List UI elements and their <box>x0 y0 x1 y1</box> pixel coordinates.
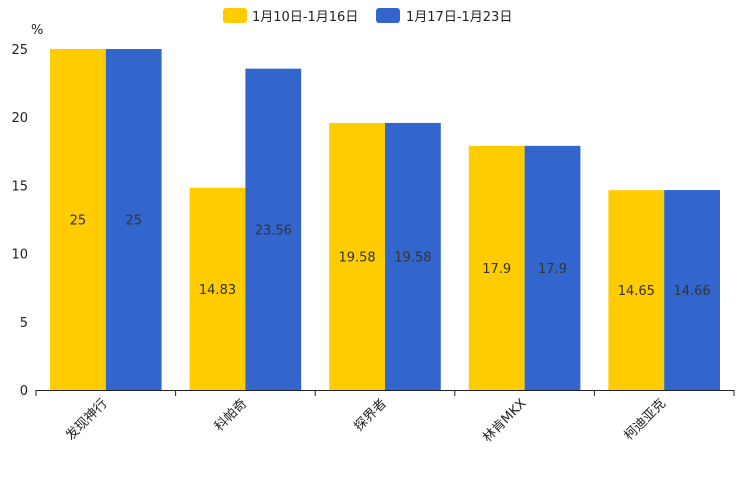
bar-label-series-2-cat-1: 25 <box>125 214 142 229</box>
bar-series-2-cat-2 <box>245 68 302 390</box>
y-axis: 0 5 10 15 20 25 <box>11 43 28 399</box>
bar-label-series-1-cat-2: 14.83 <box>199 283 236 298</box>
bar-series-1-cat-4 <box>468 145 525 390</box>
y-unit-label: % <box>31 23 43 38</box>
x-tick-label-5: 柯迪亚克 <box>622 396 669 443</box>
y-tick-label-5: 5 <box>20 316 28 331</box>
legend-label-series-1: 1月10日-1月16日 <box>252 10 358 25</box>
x-tick-label-3: 探界者 <box>352 396 390 434</box>
bar-series-2-cat-3 <box>385 122 441 390</box>
x-tick-label-4: 林肯MKX <box>480 396 529 445</box>
bar-series-1-cat-1 <box>50 49 106 390</box>
y-tick-label-0: 0 <box>20 384 28 399</box>
y-tick-label-25: 25 <box>11 43 28 58</box>
bar-series-1-cat-3 <box>329 122 385 390</box>
bar-label-series-2-cat-3: 19.58 <box>394 250 431 265</box>
bar-label-series-2-cat-4: 17.9 <box>538 262 567 277</box>
y-tick-label-10: 10 <box>11 248 28 263</box>
legend-swatch-series-1 <box>223 8 247 23</box>
legend-label-series-2: 1月17日-1月23日 <box>406 10 512 25</box>
x-tick-label-2: 科帕奇 <box>211 396 250 435</box>
bar-series-2-cat-4 <box>524 145 581 390</box>
bar-series-1-cat-5 <box>608 190 665 390</box>
bar-label-series-1-cat-1: 25 <box>70 214 87 229</box>
bar-labels-group: 25 25 14.83 23.56 19.58 19.58 17.9 17.9 14.65 14.… <box>70 214 711 300</box>
bar-label-series-1-cat-5: 14.65 <box>618 284 655 299</box>
bar-label-series-2-cat-5: 14.66 <box>673 284 710 299</box>
y-tick-label-15: 15 <box>11 179 28 194</box>
bar-series-2-cat-1 <box>105 49 162 390</box>
x-axis: 发现神行 科帕奇 探界者 林肯MKX 柯迪亚克 <box>35 390 735 445</box>
bar-label-series-1-cat-4: 17.9 <box>482 262 511 277</box>
legend: 1月10日-1月16日 1月17日-1月23日 <box>223 8 512 25</box>
x-tick-label-1: 发现神行 <box>63 396 111 444</box>
y-tick-label-20: 20 <box>11 111 28 126</box>
bar-label-series-1-cat-3: 19.58 <box>338 250 375 265</box>
bar-label-series-2-cat-2: 23.56 <box>255 223 292 238</box>
bar-series-2-cat-5 <box>664 190 720 390</box>
bar-series-1-cat-2 <box>189 187 246 390</box>
legend-swatch-series-2 <box>376 8 400 23</box>
bars-group <box>50 49 720 390</box>
